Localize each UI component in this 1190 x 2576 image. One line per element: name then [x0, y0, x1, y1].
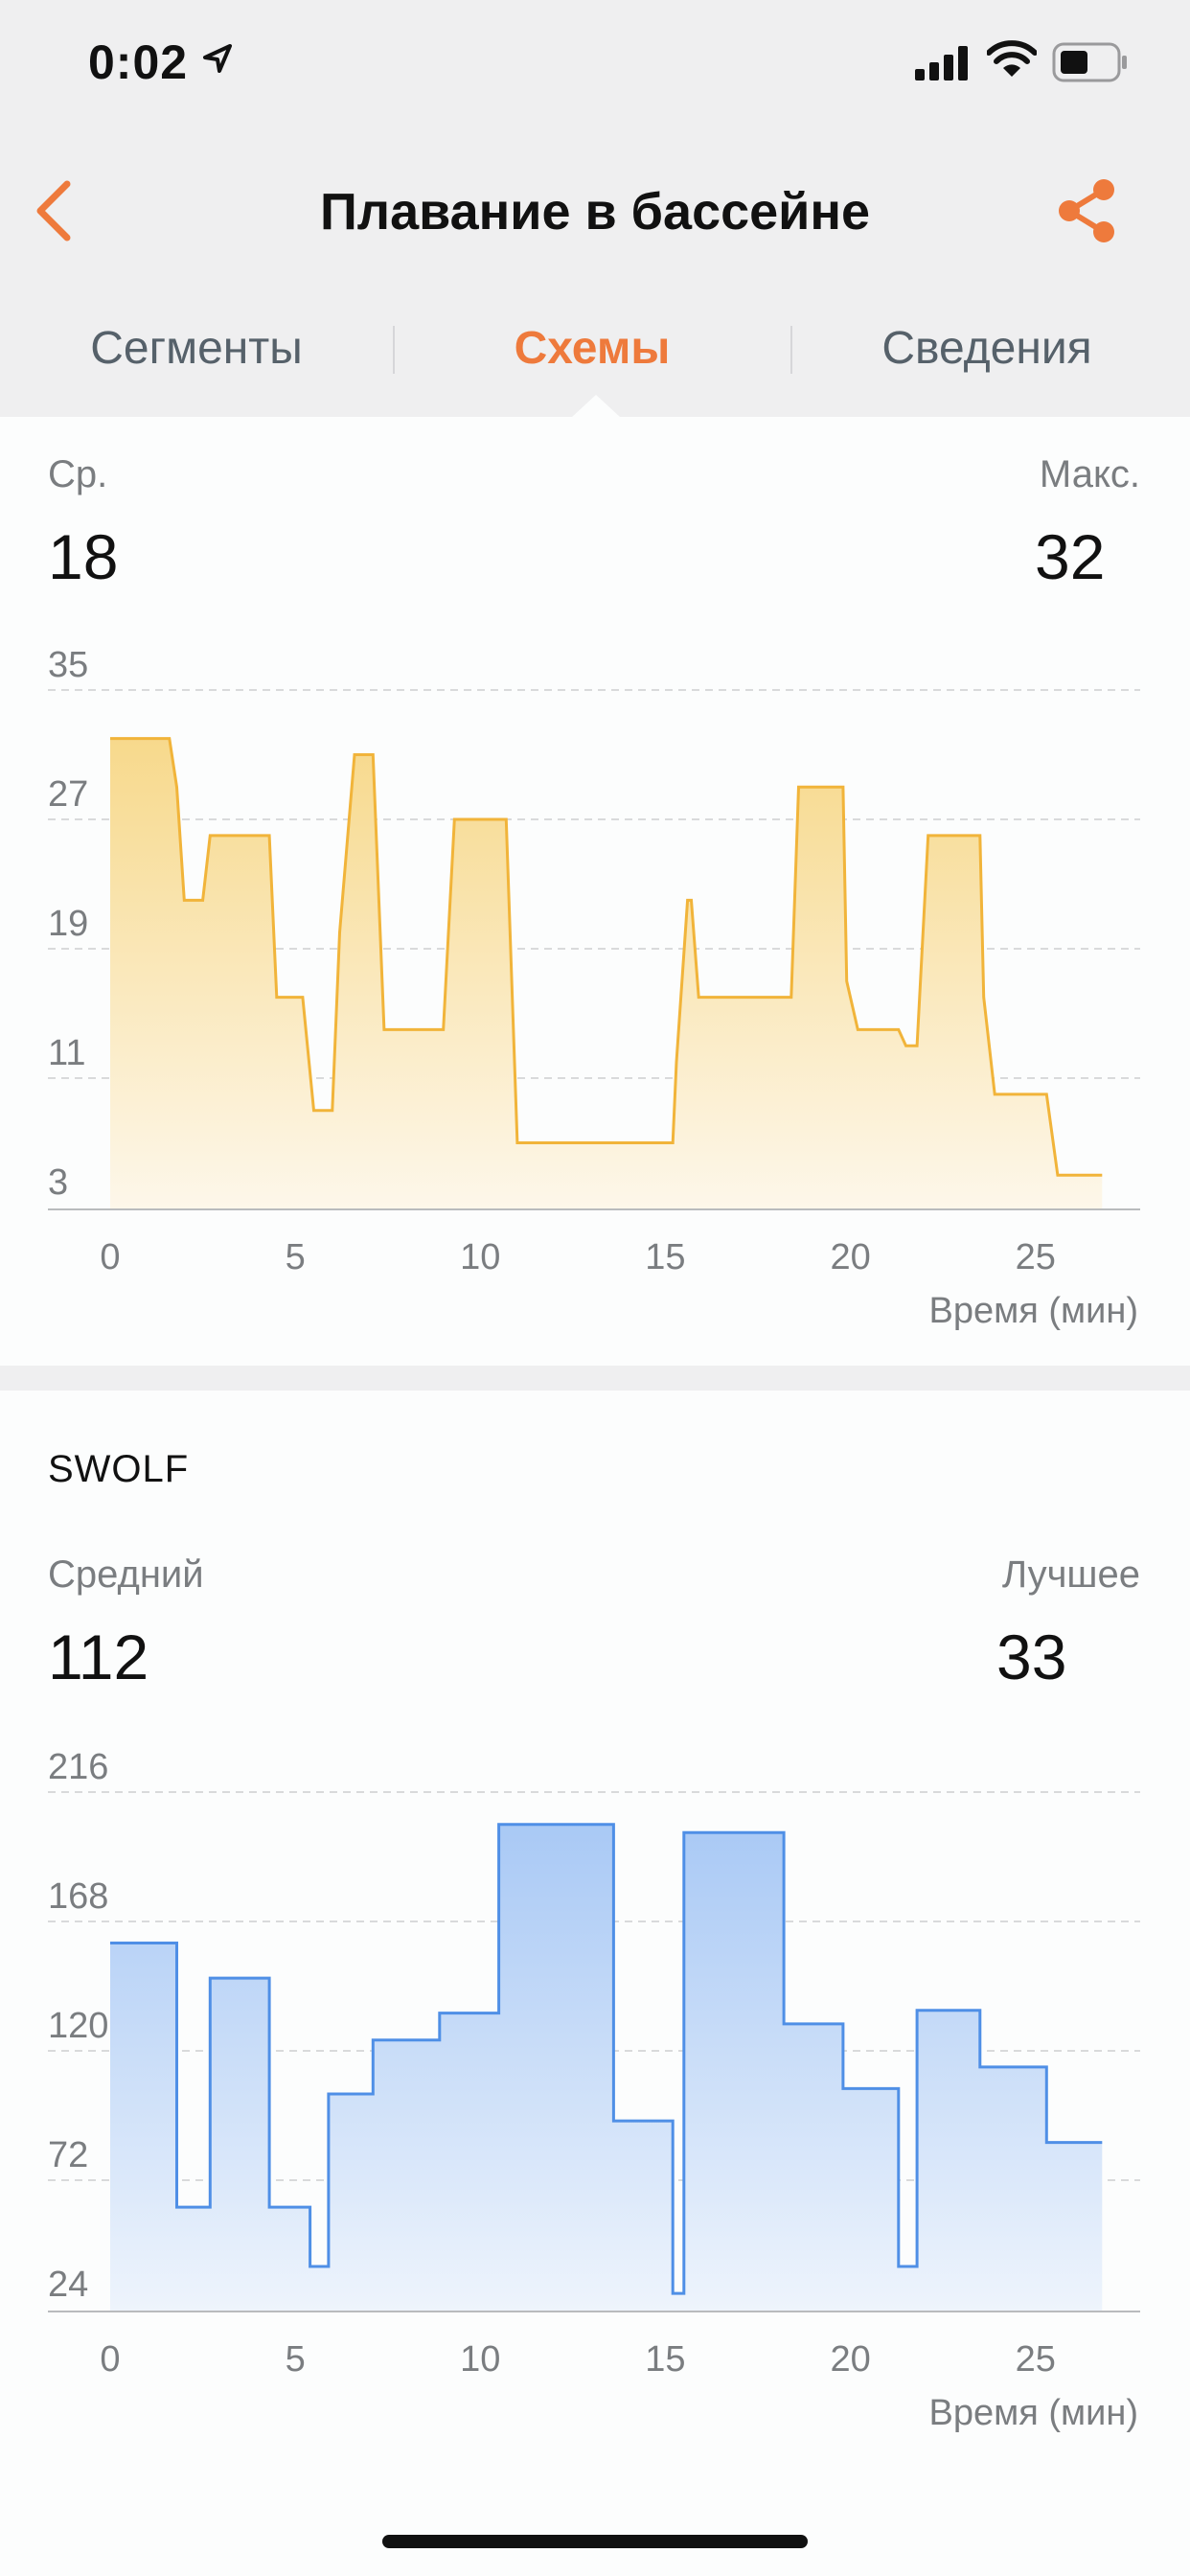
status-bar: 0:02: [0, 0, 1190, 134]
chart-2: 24 72 120 168 216 0 5 10 15 20 25 Время (мин): [48, 1747, 1140, 2433]
swolf-avg-value: 112: [48, 1622, 149, 1692]
x-tick-label: 5: [286, 1237, 306, 1277]
home-indicator: [382, 2535, 808, 2548]
series-area: [110, 1824, 1103, 2312]
section-divider: [0, 1366, 1190, 1391]
tab-segments[interactable]: Сегменты: [90, 323, 303, 374]
tab-charts[interactable]: Схемы: [514, 323, 671, 374]
x-tick-label: 0: [100, 1237, 120, 1277]
x-axis-label: Время (мин): [928, 1291, 1138, 1331]
x-tick-label: 10: [460, 1237, 500, 1277]
y-tick-label: 72: [48, 2135, 88, 2175]
x-tick-label: 5: [286, 2339, 306, 2380]
chart-1: 3 11 19 27 35 0 5 10 15 20 25 Время (мин): [48, 645, 1140, 1331]
swolf-best-value: 33: [996, 1622, 1067, 1692]
swolf-title: SWOLF: [48, 1448, 190, 1490]
x-axis-label: Время (мин): [928, 2393, 1138, 2433]
max-value: 32: [1035, 521, 1106, 592]
x-tick-label: 10: [460, 2339, 500, 2380]
y-tick-label: 19: [48, 904, 88, 944]
tab-details[interactable]: Сведения: [881, 323, 1092, 374]
avg-value: 18: [48, 521, 119, 592]
share-icon[interactable]: [1052, 176, 1121, 245]
x-tick-label: 15: [645, 2339, 685, 2380]
active-tab-indicator: [571, 395, 621, 418]
x-tick-label: 0: [100, 2339, 120, 2380]
nav-bar: Плавание в бассейне: [0, 134, 1190, 288]
x-tick-label: 25: [1016, 2339, 1056, 2380]
status-time: 0:02: [88, 35, 189, 89]
back-chevron-icon[interactable]: [27, 172, 84, 249]
swolf-best-label: Лучшее: [1001, 1553, 1140, 1596]
x-tick-label: 25: [1016, 1237, 1056, 1277]
y-tick-label: 11: [48, 1033, 85, 1073]
tab-separator: [790, 326, 792, 374]
location-arrow-icon: [203, 44, 232, 73]
y-tick-label: 120: [48, 2006, 108, 2046]
series-line: [110, 737, 1103, 1177]
tab-separator: [393, 326, 395, 374]
y-tick-label: 24: [48, 2265, 88, 2305]
y-tick-label: 216: [48, 1747, 108, 1787]
battery-icon: [1052, 42, 1127, 82]
x-tick-label: 20: [830, 1237, 870, 1277]
y-tick-label: 3: [48, 1162, 68, 1203]
series-line: [110, 1823, 1103, 2295]
x-tick-label: 15: [645, 1237, 685, 1277]
page-title: Плавание в бассейне: [319, 183, 871, 241]
series-area: [110, 738, 1103, 1209]
max-label: Макс.: [1039, 453, 1140, 495]
avg-label: Ср.: [48, 453, 108, 495]
cellular-signal-icon: [915, 46, 968, 80]
y-tick-label: 27: [48, 774, 88, 815]
wifi-icon: [987, 40, 1037, 77]
swolf-avg-label: Средний: [48, 1553, 204, 1596]
x-tick-label: 20: [830, 2339, 870, 2380]
y-tick-label: 168: [48, 1876, 108, 1917]
y-tick-label: 35: [48, 645, 88, 685]
